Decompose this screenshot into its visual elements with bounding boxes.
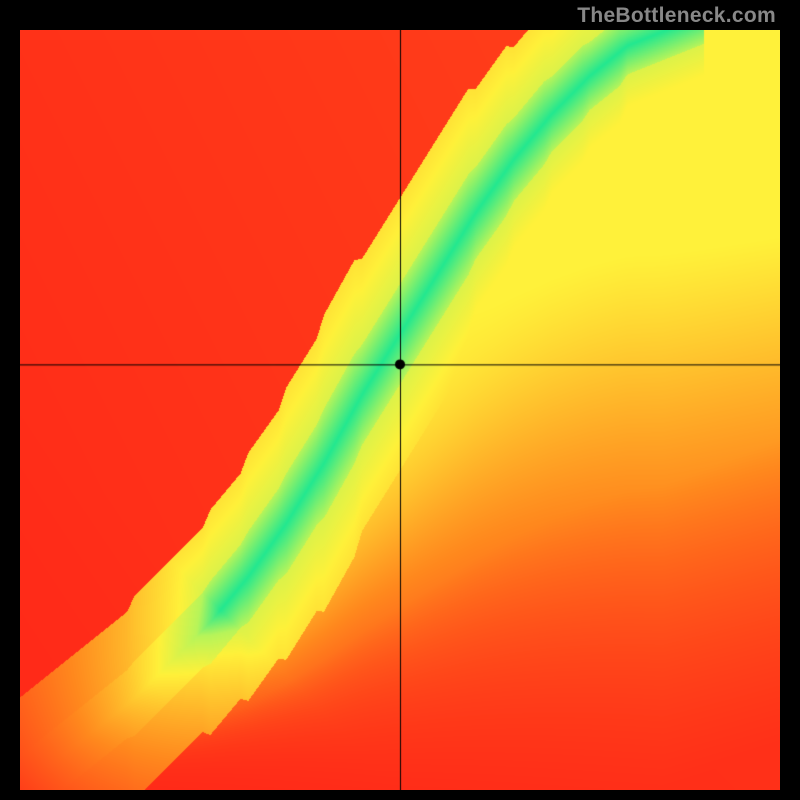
heatmap-canvas	[20, 30, 780, 790]
watermark-text: TheBottleneck.com	[577, 4, 776, 28]
chart-container: TheBottleneck.com	[0, 0, 800, 800]
